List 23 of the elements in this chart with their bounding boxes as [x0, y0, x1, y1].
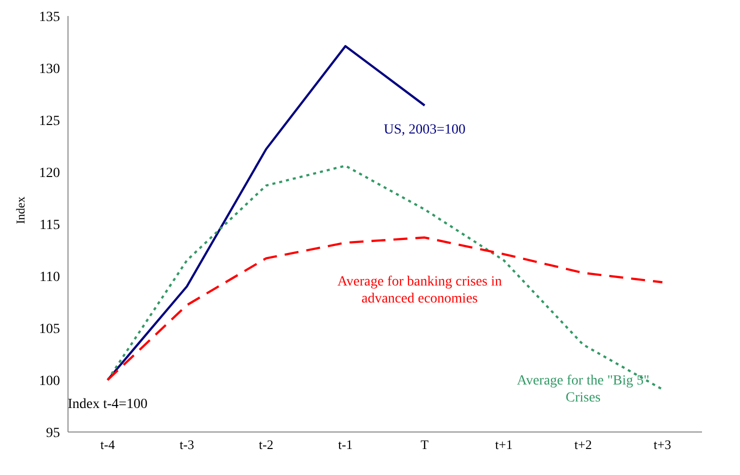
- y-tick-label: 125: [39, 114, 60, 129]
- y-tick-label: 120: [39, 166, 60, 181]
- y-tick-label: 135: [39, 10, 60, 25]
- x-tick-label: t-1: [338, 437, 353, 452]
- x-tick-label: t+2: [574, 437, 592, 452]
- annotation: Index t-4=100: [68, 397, 148, 412]
- y-tick-label: 95: [46, 426, 60, 441]
- series-label: Average for banking crises in advanced economies: [337, 274, 502, 307]
- y-tick-label: 130: [39, 62, 60, 77]
- series-label: US, 2003=100: [384, 122, 466, 138]
- y-tick-label: 105: [39, 322, 60, 337]
- y-tick-label: 100: [39, 374, 60, 389]
- x-tick-label: t-2: [258, 437, 274, 452]
- x-tick-label: T: [420, 437, 429, 452]
- x-tick-label: t-3: [180, 437, 194, 452]
- x-tick-label: t+3: [654, 437, 672, 452]
- x-tick-label: t+1: [495, 437, 513, 452]
- y-axis-title: Index: [13, 196, 28, 224]
- series-label: Average for the "Big 5" Crises: [516, 374, 650, 406]
- x-tick-label: t-4: [100, 437, 116, 452]
- y-tick-label: 110: [40, 270, 60, 285]
- line-series: [106, 164, 664, 390]
- y-tick-label: 115: [40, 218, 60, 233]
